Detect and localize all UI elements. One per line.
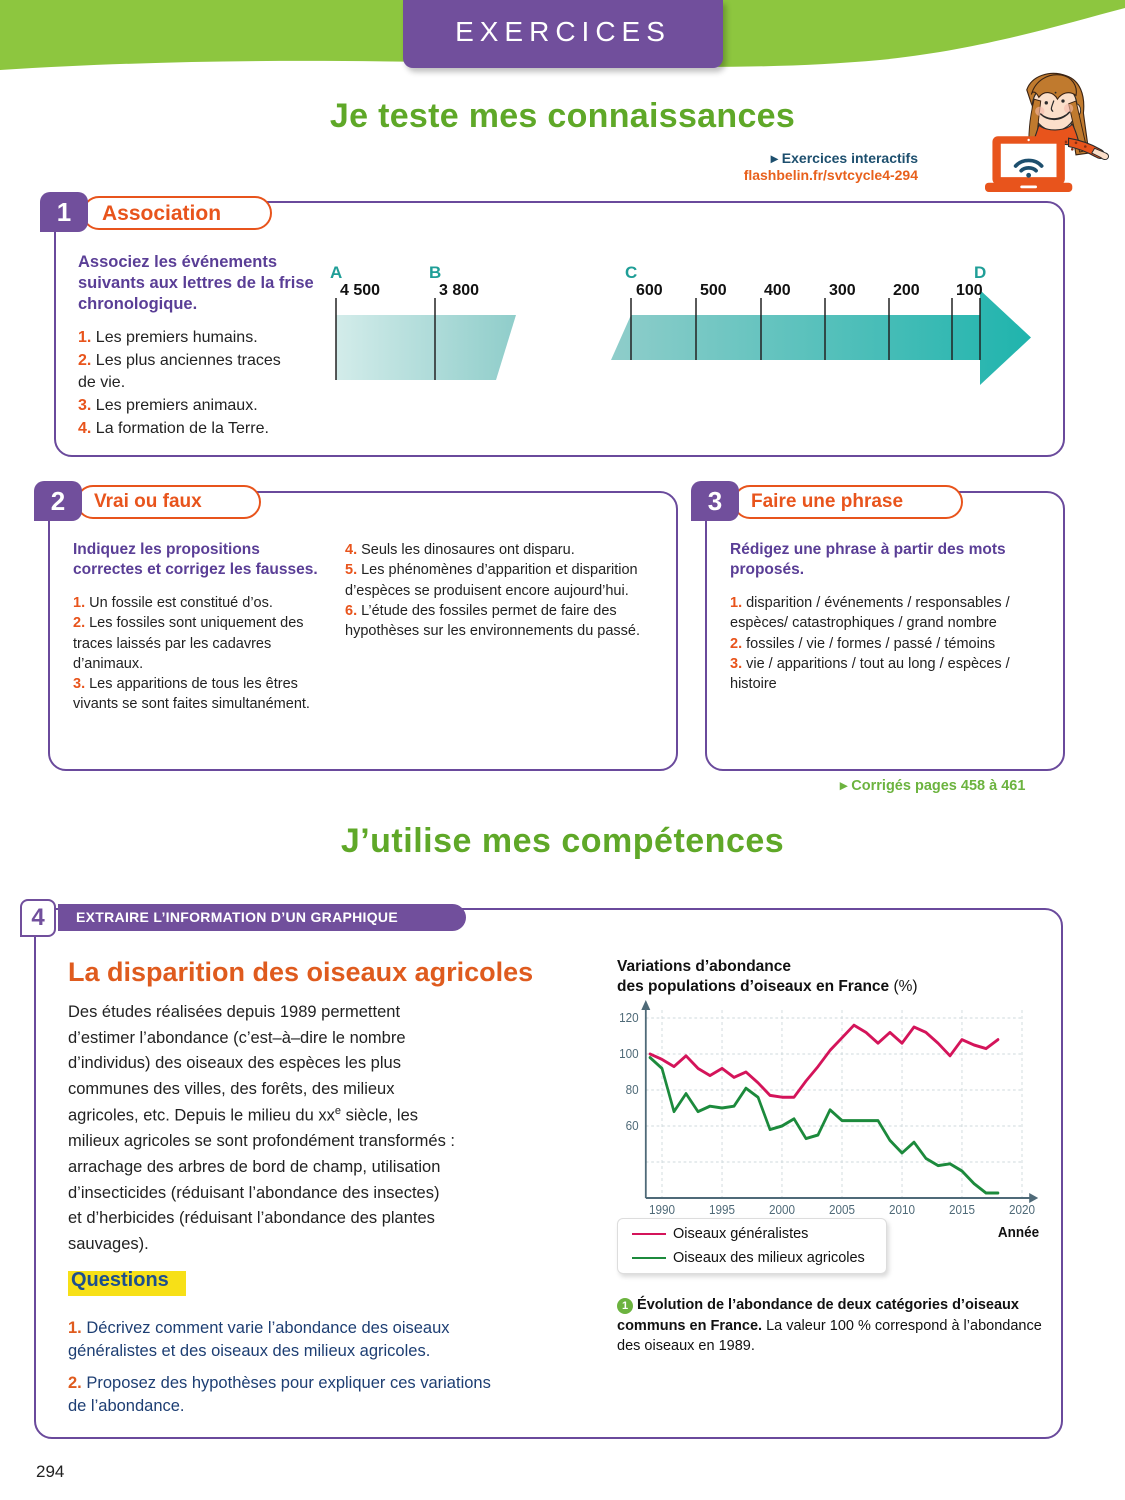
- svg-text:300: 300: [829, 282, 856, 299]
- svg-text:A: A: [330, 263, 342, 282]
- svg-text:600: 600: [636, 282, 663, 299]
- svg-text:200: 200: [893, 282, 920, 299]
- svg-text:D: D: [974, 263, 986, 282]
- svg-text:2005: 2005: [829, 1202, 855, 1217]
- svg-text:3 800: 3 800: [439, 282, 479, 299]
- svg-text:2015: 2015: [949, 1202, 975, 1217]
- svg-text:80: 80: [626, 1082, 639, 1097]
- svg-text:100: 100: [619, 1046, 639, 1061]
- svg-text:1990: 1990: [649, 1202, 675, 1217]
- svg-text:Année: Année: [998, 1224, 1039, 1241]
- svg-text:B: B: [429, 263, 441, 282]
- svg-text:500: 500: [700, 282, 727, 299]
- svg-text:C: C: [625, 263, 637, 282]
- svg-text:1995: 1995: [709, 1202, 735, 1217]
- svg-text:100: 100: [956, 282, 983, 299]
- svg-text:400: 400: [764, 282, 791, 299]
- svg-text:4 500: 4 500: [340, 282, 380, 299]
- svg-text:120: 120: [619, 1010, 639, 1025]
- svg-text:2010: 2010: [889, 1202, 915, 1217]
- svg-text:2000: 2000: [769, 1202, 795, 1217]
- svg-text:2020: 2020: [1009, 1202, 1035, 1217]
- svg-text:60: 60: [626, 1118, 639, 1133]
